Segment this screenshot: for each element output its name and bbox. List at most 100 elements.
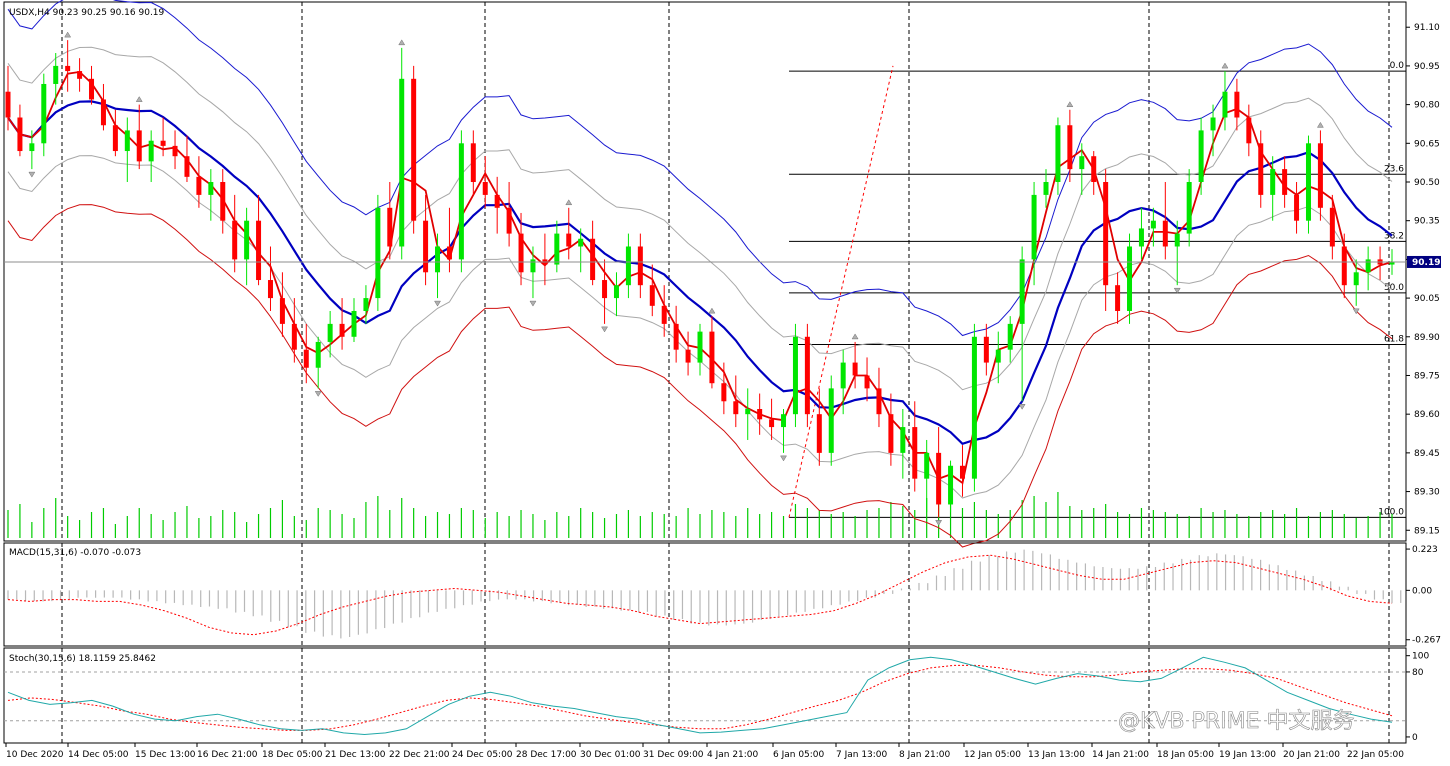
stoch-tick-label: 0: [1412, 733, 1418, 743]
bear-candle: [89, 78, 95, 100]
bear-candle: [267, 280, 273, 299]
price-tick-label: 90.50: [1414, 178, 1440, 188]
bull-candle: [840, 362, 846, 389]
bull-candle: [1305, 143, 1311, 221]
fractal-up-marker: [1316, 121, 1324, 128]
bull-candle: [745, 409, 751, 415]
bull-candle: [29, 143, 35, 152]
price-tick-label: 89.60: [1414, 410, 1440, 420]
fib-level-label: 38.2: [1384, 231, 1404, 241]
bull-candle: [41, 83, 47, 144]
bear-candle: [709, 331, 715, 384]
bull-candle: [995, 349, 1001, 363]
macd-tick-label: 0.223: [1412, 545, 1438, 555]
middle-moving-average: [7, 100, 1393, 446]
bear-candle: [77, 71, 83, 79]
time-tick-label: 30 Dec 01:00: [580, 750, 641, 760]
bear-candle: [721, 383, 727, 402]
bear-candle: [494, 194, 500, 208]
bull-candle: [244, 220, 250, 260]
bull-candle: [1127, 246, 1133, 311]
bear-candle: [17, 117, 23, 152]
bear-candle: [411, 78, 417, 221]
stoch-tick-label: 100: [1412, 652, 1429, 662]
bull-candle: [1079, 156, 1085, 170]
bull-candle: [924, 452, 930, 479]
upper-inner-band: [7, 46, 1393, 391]
bear-candle: [649, 285, 655, 306]
fib-level-label: 100.0: [1378, 507, 1404, 517]
bull-candle: [578, 238, 584, 247]
time-tick-label: 16 Dec 21:00: [197, 750, 258, 760]
bull-candle: [1353, 272, 1359, 286]
fractal-down-marker: [28, 171, 36, 178]
bear-candle: [196, 176, 202, 195]
bear-candle: [685, 349, 691, 363]
bear-candle: [769, 419, 775, 428]
bear-candle: [888, 414, 894, 453]
bear-candle: [661, 305, 667, 324]
bear-candle: [136, 130, 142, 162]
price-tick-label: 90.95: [1414, 62, 1440, 72]
bull-candle: [458, 143, 464, 260]
fractal-up-marker: [1066, 101, 1074, 108]
bull-candle: [554, 233, 560, 265]
bear-candle: [339, 323, 345, 337]
macd-panel-frame: [3, 542, 1407, 647]
bear-candle: [1234, 91, 1240, 118]
fractal-up-marker: [135, 96, 143, 102]
time-tick-label: 31 Dec 09:00: [643, 750, 704, 760]
bull-candle: [900, 427, 906, 453]
candlesticks[interactable]: [5, 40, 1395, 518]
bear-candle: [959, 465, 965, 479]
time-tick-label: 21 Dec 13:00: [325, 750, 386, 760]
bull-candle: [697, 331, 703, 363]
time-axis: 10 Dec 2020 14 Dec 05:00 15 Dec 13:00 16 De…: [5, 743, 1404, 760]
stoch-axis: 100 80 0: [1406, 652, 1429, 743]
upper-outer-band: [7, 0, 1393, 337]
bull-candle: [148, 140, 154, 162]
time-tick-label: 22 Dec 21:00: [389, 750, 450, 760]
bull-candle: [1389, 261, 1395, 265]
price-tick-label: 89.90: [1414, 333, 1440, 343]
stoch-panel-title: Stoch(30,15,6) 18.1159 25.8462: [9, 654, 156, 664]
bear-candle: [5, 91, 11, 118]
bull-candle: [435, 246, 441, 273]
macd-tick-label: 0.00: [1412, 586, 1432, 596]
bull-candle: [1031, 194, 1037, 260]
fibonacci-retracement[interactable]: 0.0 23.6 38.2 50.0 61.8 100.0: [788, 61, 1406, 518]
stochastic-panel[interactable]: 100 80 0 Stoch(30,15,6) 18.1159 25.8462: [3, 647, 1429, 744]
bull-candle: [781, 414, 787, 428]
stoch-tick-label: 80: [1412, 668, 1424, 678]
bear-candle: [303, 349, 309, 368]
fractal-down-marker: [314, 391, 322, 397]
price-panel[interactable]: 0.0 23.6 38.2 50.0 61.8 100.0 91.10 90.95 90.80…: [3, 0, 1441, 548]
bear-candle: [506, 207, 512, 234]
fib-level-label: 61.8: [1384, 335, 1404, 345]
bull-candle: [124, 130, 130, 152]
fractal-down-marker: [434, 300, 441, 307]
volume-bars: [7, 492, 1393, 538]
vertical-gridlines: [61, 2, 1390, 540]
bull-candle: [1210, 117, 1216, 131]
bear-candle: [1115, 285, 1121, 311]
price-tick-label: 89.45: [1414, 449, 1440, 459]
macd-vertical-gridlines: [61, 543, 1390, 646]
fractal-up-marker: [708, 307, 716, 314]
time-tick-label: 20 Jan 21:00: [1283, 750, 1340, 760]
fractal-down-marker: [529, 300, 537, 307]
time-tick-label: 10 Dec 2020: [6, 750, 64, 760]
bear-candle: [112, 125, 118, 152]
bear-candle: [602, 280, 608, 299]
time-tick-label: 7 Jan 13:00: [836, 750, 888, 760]
bear-candle: [1067, 125, 1073, 170]
bear-candle: [470, 143, 476, 182]
time-tick-label: 22 Jan 05:00: [1347, 750, 1404, 760]
macd-panel[interactable]: 0.223 0.00 -0.267 MACD(15,31,6) -0.070 -0.…: [3, 542, 1441, 647]
stoch-k-line: [7, 656, 1393, 736]
price-tick-label: 90.65: [1414, 139, 1440, 149]
bear-candle: [220, 182, 226, 221]
bear-candle: [912, 427, 918, 479]
time-tick-label: 18 Dec 05:00: [262, 750, 323, 760]
